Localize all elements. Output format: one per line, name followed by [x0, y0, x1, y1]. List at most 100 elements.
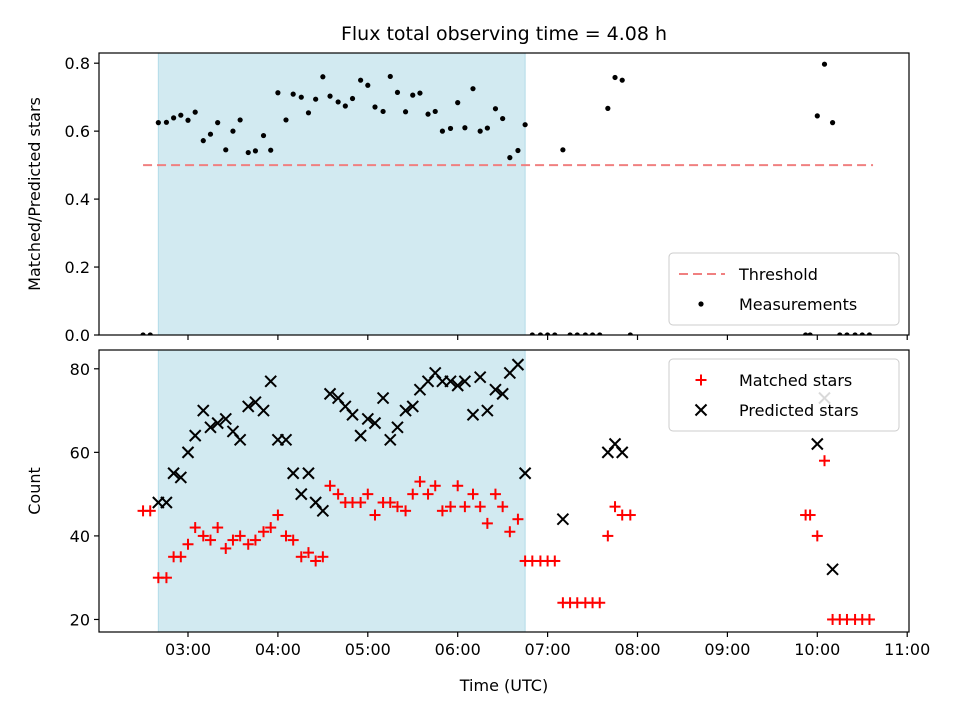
data-point — [866, 332, 873, 335]
legend-swatch — [698, 301, 704, 307]
data-point — [597, 332, 603, 335]
series-matched — [137, 455, 875, 625]
data-point — [323, 387, 337, 401]
x-tick-label: 06:00 — [435, 640, 481, 659]
data-point — [280, 530, 292, 542]
data-point — [507, 155, 513, 161]
data-point — [264, 375, 277, 388]
data-point — [342, 103, 348, 109]
data-point — [473, 370, 487, 384]
data-point — [327, 93, 333, 99]
data-point — [233, 433, 247, 447]
data-point — [852, 332, 858, 335]
data-point — [387, 73, 393, 80]
data-point — [260, 132, 267, 139]
y-tick-label: 0.8 — [65, 54, 90, 73]
data-point — [609, 501, 621, 513]
data-point — [242, 400, 255, 413]
data-point — [384, 496, 396, 508]
data-point — [349, 95, 356, 102]
data-point — [361, 412, 375, 426]
data-point — [481, 404, 494, 417]
panel-ratio: 0.0 0.2 0.4 0.6 0.8 Matched/Predicted stars Th… — [25, 52, 910, 345]
y-axis-label: Count — [25, 467, 44, 515]
data-point — [252, 148, 259, 154]
data-point — [474, 501, 486, 513]
data-point — [829, 120, 836, 126]
x-tick-label: 05:00 — [345, 640, 391, 659]
data-point — [582, 332, 588, 335]
data-point — [257, 404, 270, 417]
data-point — [589, 332, 596, 335]
data-point — [181, 446, 195, 459]
data-point — [470, 86, 476, 92]
data-point — [406, 400, 419, 413]
data-point — [197, 530, 209, 542]
data-point — [515, 147, 521, 154]
chart-title: Flux total observing time = 4.08 h — [341, 23, 667, 45]
data-point — [429, 480, 441, 492]
data-point — [444, 375, 457, 388]
data-point — [204, 534, 216, 546]
data-point — [492, 106, 499, 112]
data-point — [188, 429, 202, 442]
data-point — [147, 332, 153, 335]
data-point — [489, 488, 501, 500]
data-point — [500, 115, 506, 122]
data-point — [804, 509, 816, 521]
data-point — [163, 119, 170, 125]
data-point — [204, 421, 217, 434]
data-point — [237, 117, 243, 123]
data-point — [346, 408, 359, 421]
data-point — [220, 542, 232, 554]
data-point — [320, 74, 326, 80]
data-point — [175, 551, 187, 563]
data-point — [624, 509, 636, 521]
data-point — [279, 433, 293, 447]
data-point — [602, 530, 614, 542]
data-point — [616, 446, 629, 459]
data-point — [529, 332, 535, 335]
data-point — [504, 526, 516, 538]
data-point — [399, 404, 412, 417]
data-point — [160, 496, 173, 509]
data-point — [192, 109, 198, 115]
legend-label: Threshold — [738, 265, 818, 284]
data-point — [376, 391, 390, 405]
data-point — [368, 416, 382, 430]
data-point — [305, 110, 312, 116]
data-point — [140, 332, 146, 335]
x-axis-label: Time (UTC) — [459, 676, 548, 695]
data-point — [594, 597, 606, 609]
legend: Threshold Measurements — [668, 252, 900, 326]
data-point — [436, 505, 448, 517]
data-point — [185, 117, 191, 123]
data-point — [219, 412, 232, 426]
data-point — [400, 505, 412, 517]
data-point — [556, 512, 570, 526]
data-point — [837, 332, 843, 335]
legend-label: Measurements — [739, 295, 857, 314]
data-point — [316, 504, 330, 518]
data-point — [362, 488, 374, 500]
data-point — [522, 122, 528, 128]
data-point — [310, 555, 322, 567]
data-point — [265, 522, 277, 534]
data-point — [286, 467, 300, 480]
x-tick-label: 10:00 — [794, 640, 840, 659]
data-point — [324, 480, 336, 492]
data-point — [439, 128, 446, 134]
data-point — [484, 125, 490, 131]
data-point — [844, 332, 850, 335]
data-point — [605, 105, 611, 111]
data-point — [417, 90, 423, 96]
data-point — [455, 100, 461, 106]
data-point — [197, 404, 210, 417]
data-point — [290, 91, 296, 97]
data-point — [859, 332, 865, 335]
data-point — [160, 572, 172, 584]
data-point — [552, 332, 558, 335]
data-point — [249, 534, 261, 546]
y-tick-label: 0.4 — [65, 190, 90, 209]
data-point — [452, 480, 464, 492]
